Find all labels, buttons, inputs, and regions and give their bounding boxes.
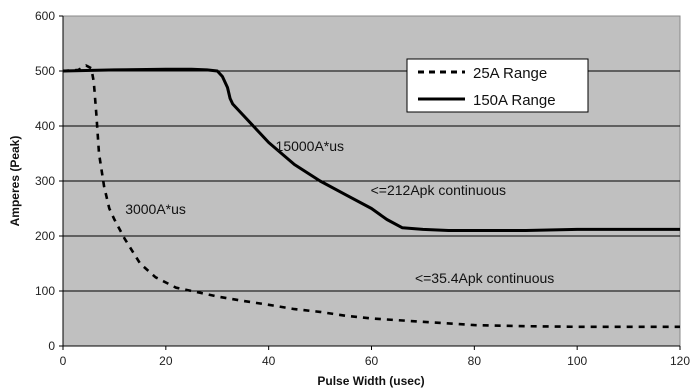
annotation-label: <=212Apk continuous <box>371 182 506 198</box>
axes: 0 100 200 300 400 500 600 0 20 40 60 80 100 120 <box>35 9 690 368</box>
series-group <box>62 64 680 329</box>
annotations: 15000A*us 3000A*us <=212Apk continuous <=35… <box>125 138 554 286</box>
legend-box <box>406 58 589 113</box>
legend: 25A Range 150A Range <box>406 58 589 113</box>
legend-label-150a: 150A Range <box>473 92 556 109</box>
y-tick-label: 400 <box>35 119 55 133</box>
x-axis-title: Pulse Width (usec) <box>317 374 424 388</box>
y-tick-label: 500 <box>35 64 55 78</box>
x-tick-label: 40 <box>262 354 276 368</box>
annotation-label: 15000A*us <box>276 138 345 154</box>
x-tick-label: 120 <box>670 354 690 368</box>
y-tick-label: 0 <box>48 339 55 353</box>
x-tick-label: 0 <box>60 354 67 368</box>
x-tick-label: 100 <box>567 354 587 368</box>
y-axis-title: Amperes (Peak) <box>8 136 22 227</box>
x-tick-label: 20 <box>159 354 173 368</box>
annotation-label: 3000A*us <box>125 201 186 217</box>
series-line-150a-range <box>62 67 680 232</box>
y-tick-label: 100 <box>35 284 55 298</box>
y-tick-label: 200 <box>35 229 55 243</box>
y-tick-label: 600 <box>35 9 55 23</box>
annotation-label: <=35.4Apk continuous <box>415 270 554 286</box>
legend-label-25a: 25A Range <box>473 65 547 82</box>
x-tick-label: 80 <box>468 354 482 368</box>
x-tick-label: 60 <box>365 354 379 368</box>
y-tick-label: 300 <box>35 174 55 188</box>
series-line-25a-range <box>62 64 680 329</box>
